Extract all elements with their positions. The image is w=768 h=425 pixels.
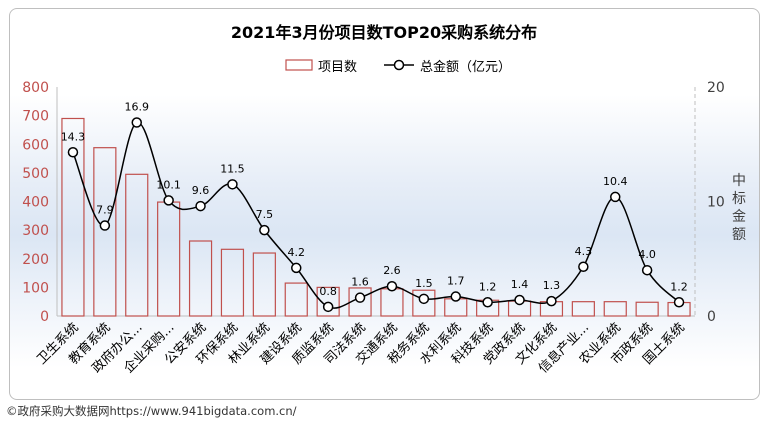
right-axis-title-char: 中 [732, 173, 746, 189]
line-point [610, 191, 621, 203]
legend-bar-swatch [285, 59, 313, 71]
right-axis-title-char: 额 [732, 227, 746, 243]
amount-line [72, 121, 680, 309]
data-label: 7.5 [256, 208, 274, 221]
bar [571, 301, 595, 317]
data-label: 1.4 [511, 278, 529, 291]
left-tick-label: 600 [22, 137, 49, 153]
line-point [386, 280, 398, 292]
bar [284, 282, 308, 317]
line-point [131, 117, 142, 128]
data-label: 9.6 [192, 184, 210, 197]
line-point [67, 147, 79, 158]
bar [252, 252, 276, 317]
data-label: 7.9 [96, 204, 114, 217]
line-point [354, 292, 366, 303]
line-point [163, 195, 174, 206]
right-tick-label: 20 [707, 80, 725, 96]
bar [157, 201, 181, 317]
data-label: 2.6 [383, 264, 401, 277]
data-label: 10.4 [603, 175, 628, 188]
left-tick-label: 0 [40, 309, 49, 325]
left-tick-label: 800 [22, 80, 49, 96]
left-tick-label: 400 [22, 195, 49, 211]
bar [412, 289, 436, 317]
legend-line-marker [393, 59, 405, 71]
line-point [418, 293, 430, 305]
data-label: 0.8 [319, 285, 337, 298]
legend-label: 项目数 [318, 60, 357, 75]
right-tick-label: 0 [707, 309, 716, 325]
bar [220, 248, 245, 317]
left-tick-label: 700 [22, 109, 49, 125]
chart-frame: 2021年3月份项目数TOP20采购系统分布 项目数 总金额（亿元） 0 100 20… [9, 8, 760, 400]
legend-label: 总金额（亿元） [420, 59, 511, 75]
data-label: 4.2 [288, 246, 306, 259]
data-label: 1.7 [447, 275, 465, 288]
line-point [227, 179, 238, 190]
bar [603, 301, 627, 317]
legend: 项目数 总金额（亿元） [285, 59, 511, 75]
left-tick-label: 500 [22, 166, 49, 182]
bar [316, 286, 340, 317]
line-point [514, 294, 525, 306]
bar [635, 301, 659, 317]
data-label: 4.3 [575, 245, 593, 258]
line-point [578, 261, 589, 273]
line-point [673, 297, 685, 308]
line-point [546, 295, 557, 307]
line-point [641, 264, 653, 276]
line-series [67, 117, 685, 313]
combo-chart: 2021年3月份项目数TOP20采购系统分布 项目数 总金额（亿元） 010020… [22, 23, 746, 377]
left-tick-label: 200 [22, 252, 49, 268]
data-label: 10.1 [156, 178, 181, 191]
line-point [322, 301, 334, 313]
data-label: 1.2 [479, 280, 497, 293]
right-axis-title-char: 标 [732, 191, 746, 207]
line-point [195, 200, 206, 212]
right-axis-title-char: 金 [732, 209, 746, 225]
category-labels: 卫生系统教育系统政府办公...企业采购...公安系统环保系统林业系统建设系统质监… [34, 320, 687, 377]
left-tick-label: 100 [22, 280, 49, 296]
data-label: 11.5 [220, 162, 245, 175]
data-label: 1.2 [670, 280, 688, 293]
source-note: ©政府采购大数据网https://www.941bigdata.com.cn/ [6, 404, 297, 418]
line-point [291, 262, 302, 274]
data-label: 16.9 [125, 100, 150, 113]
bar-series [61, 117, 691, 317]
line-point [450, 291, 461, 302]
line-point [259, 224, 270, 236]
bar [348, 287, 372, 317]
bar [61, 117, 85, 317]
line-point [99, 220, 111, 231]
bar [125, 173, 149, 317]
chart-title: 2021年3月份项目数TOP20采购系统分布 [231, 23, 537, 42]
data-label: 14.3 [61, 130, 86, 143]
line-point [482, 297, 493, 308]
data-label: 4.0 [638, 248, 656, 261]
right-tick-label: 10 [707, 195, 725, 211]
data-label: 1.6 [351, 276, 369, 289]
left-tick-label: 300 [22, 223, 49, 239]
data-labels: 14.3 7.9 16.9 10.1 9.6 11.5 7.5 4.2 0.8 1.6 2.6 1.5… [61, 100, 688, 297]
bar [93, 147, 117, 317]
data-label: 1.5 [415, 277, 433, 290]
data-label: 1.3 [543, 279, 561, 292]
bar [380, 288, 404, 317]
bar [188, 240, 213, 317]
